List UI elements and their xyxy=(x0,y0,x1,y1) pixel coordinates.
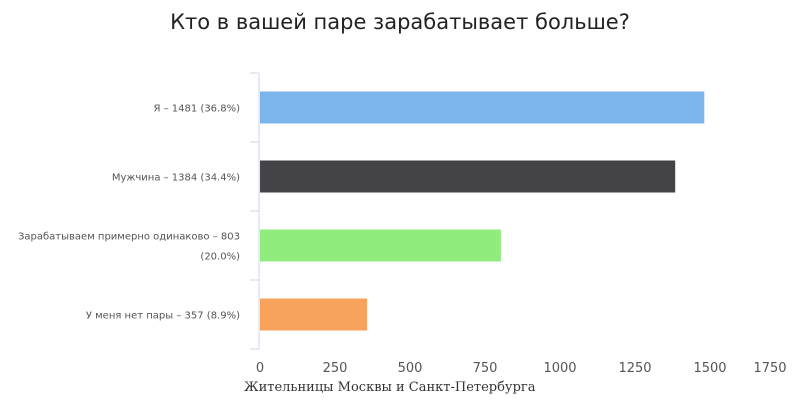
category-label: Я – 1481 (36.8%) xyxy=(153,104,240,115)
category-label: Зарабатываем примерно одинаково – 803 xyxy=(18,232,240,243)
x-tick-label: 500 xyxy=(398,361,423,376)
category-label: (20.0%) xyxy=(200,252,240,263)
x-tick-label: 1000 xyxy=(543,361,576,376)
category-label: У меня нет пары – 357 (8.9%) xyxy=(86,311,240,322)
x-axis-title: Жительницы Москвы и Санкт-Петербурга xyxy=(244,380,536,395)
x-tick-label: 1250 xyxy=(618,361,651,376)
x-tick-label: 0 xyxy=(256,361,264,376)
chart-title: Кто в вашей паре зарабатывает больше? xyxy=(170,10,630,34)
bar-1 xyxy=(260,160,676,193)
category-label: Мужчина – 1384 (34.4%) xyxy=(112,173,240,184)
x-tick-label: 1750 xyxy=(753,361,786,376)
x-tick-label: 750 xyxy=(473,361,498,376)
x-tick-label: 1500 xyxy=(693,361,726,376)
bar-2 xyxy=(260,229,501,262)
x-tick-label: 250 xyxy=(323,361,348,376)
bar-0 xyxy=(260,91,705,124)
bar-3 xyxy=(260,298,368,331)
